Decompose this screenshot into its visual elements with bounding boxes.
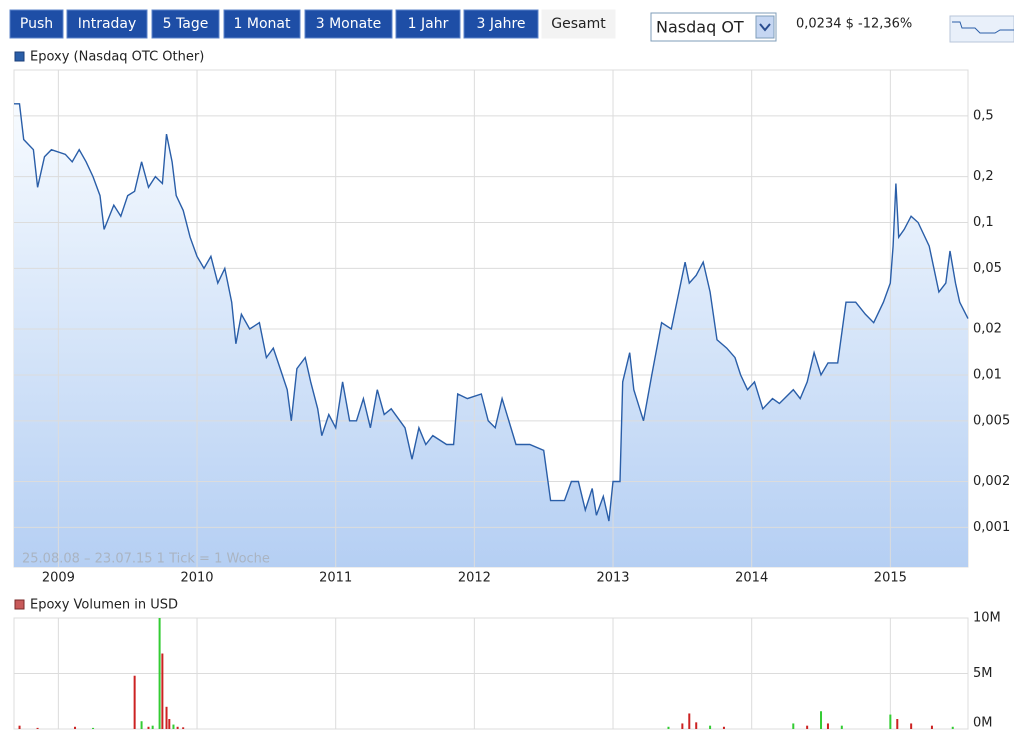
price-line <box>14 103 969 522</box>
volume-bar <box>792 723 795 729</box>
volume-bar <box>681 723 684 729</box>
x-tick-label: 2010 <box>180 571 213 586</box>
volume-bar <box>889 714 892 729</box>
range-button-label: 1 Jahr <box>408 16 449 32</box>
range-button[interactable] <box>223 9 301 39</box>
range-button[interactable] <box>151 9 220 39</box>
range-button[interactable] <box>541 9 616 39</box>
range-button[interactable] <box>66 9 148 39</box>
volume-bar <box>695 722 698 729</box>
x-tick-label: 2012 <box>458 571 491 586</box>
plots: Epoxy (Nasdaq OTC Other) 0,001 0,002 0,005 0… <box>13 50 1010 731</box>
exchange-select-text: Nasdaq OT <box>656 18 744 37</box>
legend-swatch <box>14 599 25 610</box>
volume-bar <box>36 727 39 729</box>
legend-label: Epoxy (Nasdaq OTC Other) <box>30 50 204 65</box>
range-button[interactable] <box>395 9 461 39</box>
legend-label: Epoxy Volumen in USD <box>30 598 178 613</box>
volume-bar <box>930 725 933 729</box>
volume-bar <box>74 726 77 729</box>
volume-bar <box>133 675 136 729</box>
range-button-label: 1 Monat <box>234 16 291 32</box>
volume-bar <box>182 727 185 729</box>
y-tick-label: 0,005 <box>973 413 1010 428</box>
volume-bar <box>172 724 175 729</box>
volume-bar <box>840 725 843 729</box>
y-tick-label: 0,02 <box>973 322 1002 337</box>
volume-bar <box>806 725 809 729</box>
volume-bar <box>951 726 954 729</box>
quote: 0,0234 $ -12,36% <box>796 17 912 32</box>
y-tick-label: 0,01 <box>973 367 1002 382</box>
range-button-label: Gesamt <box>551 16 606 32</box>
volume-bar <box>176 726 179 729</box>
price-area <box>14 103 968 568</box>
range-button[interactable] <box>463 9 539 39</box>
volume-bar <box>910 723 913 729</box>
volume-bar <box>92 727 95 729</box>
x-tick-label: 2015 <box>874 571 907 586</box>
x-tick-label: 2014 <box>735 571 768 586</box>
range-button-label: 3 Monate <box>316 16 382 32</box>
x-tick-label: 2013 <box>596 571 629 586</box>
toolbar: Push Intraday 5 Tage 1 Monat 3 Monate 1 Jahr 3… <box>9 9 616 39</box>
volume-bar <box>165 706 168 729</box>
x-tick-label: 2009 <box>42 571 75 586</box>
volume-bar <box>161 653 164 729</box>
y-tick-label: 0,1 <box>973 215 994 230</box>
select-arrow <box>759 23 771 32</box>
volume-bar <box>896 719 899 729</box>
range-button-label: 5 Tage <box>163 16 209 32</box>
y-tick-label: 0M <box>973 716 993 731</box>
volume-bar <box>688 713 691 729</box>
range-button-label: Intraday <box>78 16 137 32</box>
volume-bar <box>147 726 150 729</box>
x-tick-label: 2011 <box>319 571 352 586</box>
legend-swatch <box>14 51 25 62</box>
y-tick-label: 10M <box>973 611 1001 626</box>
volume-bar <box>158 618 161 729</box>
select-arrow-box[interactable] <box>755 15 775 39</box>
y-tick-label: 0,002 <box>973 474 1010 489</box>
range-note: 25.08.08 – 23.07.15 1 Tick = 1 Woche <box>22 552 270 567</box>
range-button[interactable] <box>9 9 64 39</box>
thumbnail-line <box>952 21 1014 34</box>
y-tick-label: 0,001 <box>973 520 1010 535</box>
volume-bar <box>667 726 670 729</box>
range-button[interactable] <box>304 9 393 39</box>
volume-bar <box>709 725 712 729</box>
y-tick-label: 0,5 <box>973 108 994 123</box>
volume-bar <box>140 721 143 729</box>
y-tick-label: 0,2 <box>973 169 994 184</box>
y-tick-label: 5M <box>973 666 993 681</box>
volume-bar <box>168 719 171 729</box>
range-button-label: 3 Jahre <box>477 16 526 32</box>
y-tick-label: 0,05 <box>973 261 1002 276</box>
volume-bar <box>151 725 154 729</box>
volume-bar <box>826 723 829 729</box>
volume-bar <box>820 711 823 729</box>
volume-bar <box>722 726 725 729</box>
volume-bar <box>18 725 21 729</box>
range-button-label: Push <box>20 16 53 32</box>
thumbnail[interactable] <box>949 15 1014 43</box>
exchange-select[interactable] <box>650 12 777 42</box>
